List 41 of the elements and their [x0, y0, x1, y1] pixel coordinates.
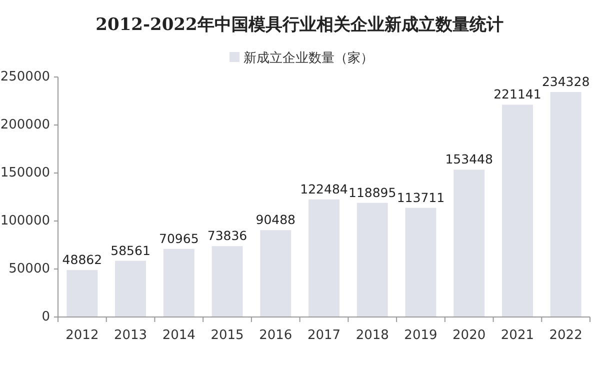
y-tick-label: 200000 [0, 118, 50, 132]
x-tick-label: 2019 [404, 328, 438, 343]
x-tick-label: 2013 [114, 328, 148, 343]
data-label: 90488 [256, 212, 296, 228]
data-label: 113711 [396, 190, 445, 205]
y-tick-label: 0 [42, 310, 50, 324]
bar [66, 270, 98, 317]
x-tick-label: 2016 [259, 328, 292, 343]
bar [308, 199, 340, 317]
y-tick-label: 100000 [0, 214, 50, 228]
x-tick-label: 2022 [549, 328, 582, 343]
bar [260, 230, 292, 317]
x-tick-label: 2020 [452, 328, 486, 343]
x-tick-label: 2018 [356, 328, 389, 343]
y-tick-label: 250000 [0, 70, 50, 84]
bar [405, 208, 436, 317]
bar [163, 248, 194, 317]
data-label: 118895 [348, 184, 396, 200]
data-label: 58561 [110, 242, 150, 258]
bar [212, 246, 243, 317]
y-tick-label: 50000 [8, 262, 50, 276]
data-label: 234328 [542, 74, 590, 90]
y-tick-label: 150000 [0, 166, 50, 180]
x-tick-label: 2012 [66, 328, 99, 343]
x-tick-label: 2015 [210, 328, 244, 343]
x-tick-label: 2017 [307, 328, 341, 343]
bar [454, 170, 485, 317]
bar [502, 104, 533, 317]
bar [115, 260, 146, 317]
data-label: 70965 [159, 230, 199, 246]
legend-label: 新成立企业数量（家） [244, 50, 374, 66]
data-label: 153448 [445, 152, 493, 167]
data-label: 221141 [494, 86, 542, 102]
x-tick-label: 2021 [500, 328, 534, 343]
x-tick-label: 2014 [162, 328, 196, 343]
data-label: 48862 [62, 252, 102, 268]
chart-title: 2012-2022年中国模具行业相关企业新成立数量统计 [96, 15, 504, 35]
bar [550, 92, 582, 317]
data-label: 73836 [207, 228, 248, 244]
data-label: 122484 [300, 181, 348, 196]
bar [356, 202, 388, 317]
